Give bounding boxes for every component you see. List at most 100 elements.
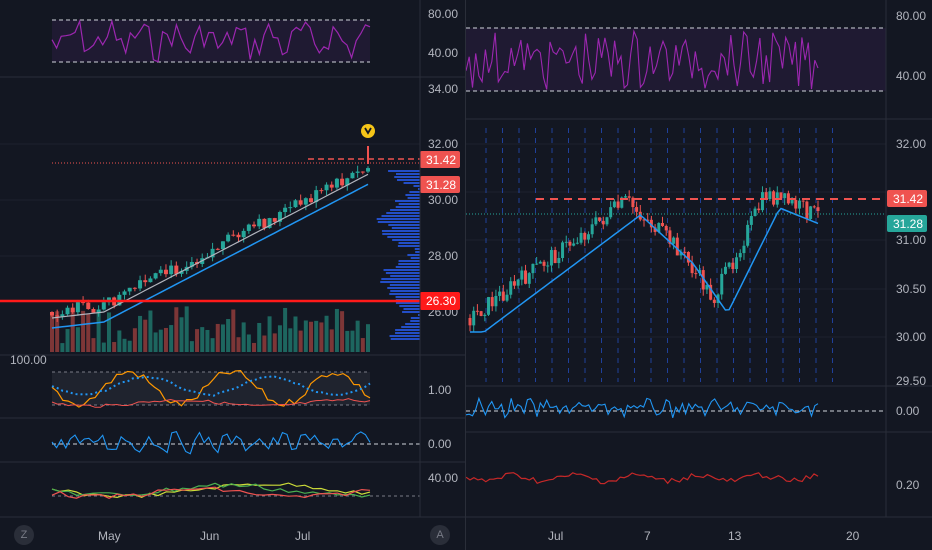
right-price-panel: 32.00 31.00 30.50 30.00 29.50 31.42 31.2… <box>466 128 927 388</box>
volume-bar <box>138 315 143 352</box>
candle-body <box>50 312 54 316</box>
candle-body <box>679 251 683 256</box>
candle-body <box>542 261 546 266</box>
volume-bar <box>189 341 194 352</box>
candle-body <box>646 219 650 221</box>
candle-body <box>686 251 690 263</box>
candle-body <box>572 243 576 246</box>
right-price-badge-lower: 31.28 <box>887 215 927 232</box>
candle-body <box>712 299 716 303</box>
volume-bar <box>174 307 179 352</box>
volume-bar <box>91 338 96 352</box>
right-time-tick: 20 <box>846 529 860 543</box>
left-stoch-tick: 1.00 <box>428 383 452 397</box>
candle-body <box>738 253 742 258</box>
volume-bar <box>231 309 236 352</box>
profile-bar <box>402 311 420 313</box>
profile-bar <box>386 212 420 214</box>
profile-bar <box>394 176 420 178</box>
candle-body <box>324 184 329 191</box>
profile-bar <box>387 236 420 238</box>
left-ema-fast <box>51 173 369 319</box>
candle-body <box>620 197 624 208</box>
candle-body <box>546 265 550 267</box>
profile-bar <box>390 338 420 340</box>
volume-bar <box>75 327 80 352</box>
left-stoch-red <box>51 398 371 408</box>
candle-body <box>735 257 739 270</box>
volume-bar <box>50 314 54 352</box>
candle-body <box>498 291 502 296</box>
left-stoch-d <box>51 375 371 397</box>
candle-body <box>334 178 339 188</box>
profile-bar <box>395 173 420 175</box>
left-time-tick: Jul <box>295 529 310 543</box>
profile-bar <box>401 326 420 328</box>
candle-body <box>816 207 820 212</box>
profile-bar <box>395 296 420 298</box>
candle-body <box>649 219 653 228</box>
profile-bar <box>389 335 420 337</box>
candle-body <box>701 270 705 290</box>
volume-bar <box>163 327 168 352</box>
candle-body <box>760 192 764 211</box>
volume-bar <box>55 311 60 352</box>
profile-bar <box>397 179 420 181</box>
right-chart-pane[interactable]: 80.00 40.00 32.00 31.00 30.50 30.00 29.5… <box>430 0 932 550</box>
candle-body <box>627 196 631 198</box>
alert-icon[interactable] <box>361 124 375 138</box>
right-corner-button[interactable]: A <box>430 525 450 545</box>
profile-bar <box>390 275 420 277</box>
candle-body <box>668 230 672 244</box>
candle-body <box>557 258 561 264</box>
candle-body <box>549 250 553 266</box>
candle-body <box>616 201 620 208</box>
volume-bar <box>169 325 174 352</box>
left-ema-slow <box>51 183 369 329</box>
volume-bar <box>81 310 86 352</box>
candle-body <box>797 200 801 209</box>
candle-body <box>179 270 184 274</box>
candle-body <box>236 234 241 238</box>
profile-bar <box>410 317 420 319</box>
left-rsi-panel: 80.00 40.00 <box>51 7 458 63</box>
profile-bar <box>395 206 420 208</box>
candle-body <box>210 248 215 258</box>
candle-body <box>731 262 735 270</box>
right-price-tick: 32.00 <box>896 137 926 151</box>
left-rsi-tick: 40.00 <box>428 46 458 60</box>
candle-body <box>298 200 303 205</box>
candle-body <box>753 208 757 217</box>
profile-bar <box>389 293 420 295</box>
candle-body <box>277 212 282 222</box>
volume-bar <box>96 310 101 352</box>
profile-bar <box>395 329 420 331</box>
right-chart-canvas[interactable]: 80.00 40.00 32.00 31.00 30.50 30.00 29.5… <box>466 0 932 550</box>
candle-body <box>516 279 520 286</box>
right-candles <box>468 186 820 333</box>
profile-bar <box>381 230 420 232</box>
right-time-tick: 13 <box>728 529 742 543</box>
right-momentum-line <box>466 396 819 419</box>
left-chart-pane[interactable]: 80.00 40.00 34.00 32.00 30.00 28. <box>0 0 466 550</box>
left-corner-button[interactable]: Z <box>14 525 34 545</box>
left-badge-lower-text: 31.28 <box>426 178 456 192</box>
profile-bar <box>398 203 420 205</box>
left-chart-canvas[interactable]: 80.00 40.00 34.00 32.00 30.00 28. <box>0 0 466 550</box>
volume-bar <box>153 332 158 352</box>
candle-body <box>143 280 148 283</box>
right-rsi-panel: 80.00 40.00 <box>466 9 926 92</box>
candle-body <box>527 273 531 284</box>
volume-bar <box>200 327 205 352</box>
candle-body <box>601 220 605 225</box>
volume-bar <box>257 322 262 352</box>
right-badge-lower-text: 31.28 <box>893 217 923 231</box>
volume-bar <box>117 330 122 352</box>
candle-body <box>101 302 106 310</box>
candle-body <box>288 207 293 209</box>
candle-body <box>132 287 137 289</box>
candle-body <box>664 225 668 231</box>
candle-body <box>81 302 86 304</box>
left-time-tick: Jun <box>200 529 219 543</box>
profile-bar <box>403 182 420 184</box>
